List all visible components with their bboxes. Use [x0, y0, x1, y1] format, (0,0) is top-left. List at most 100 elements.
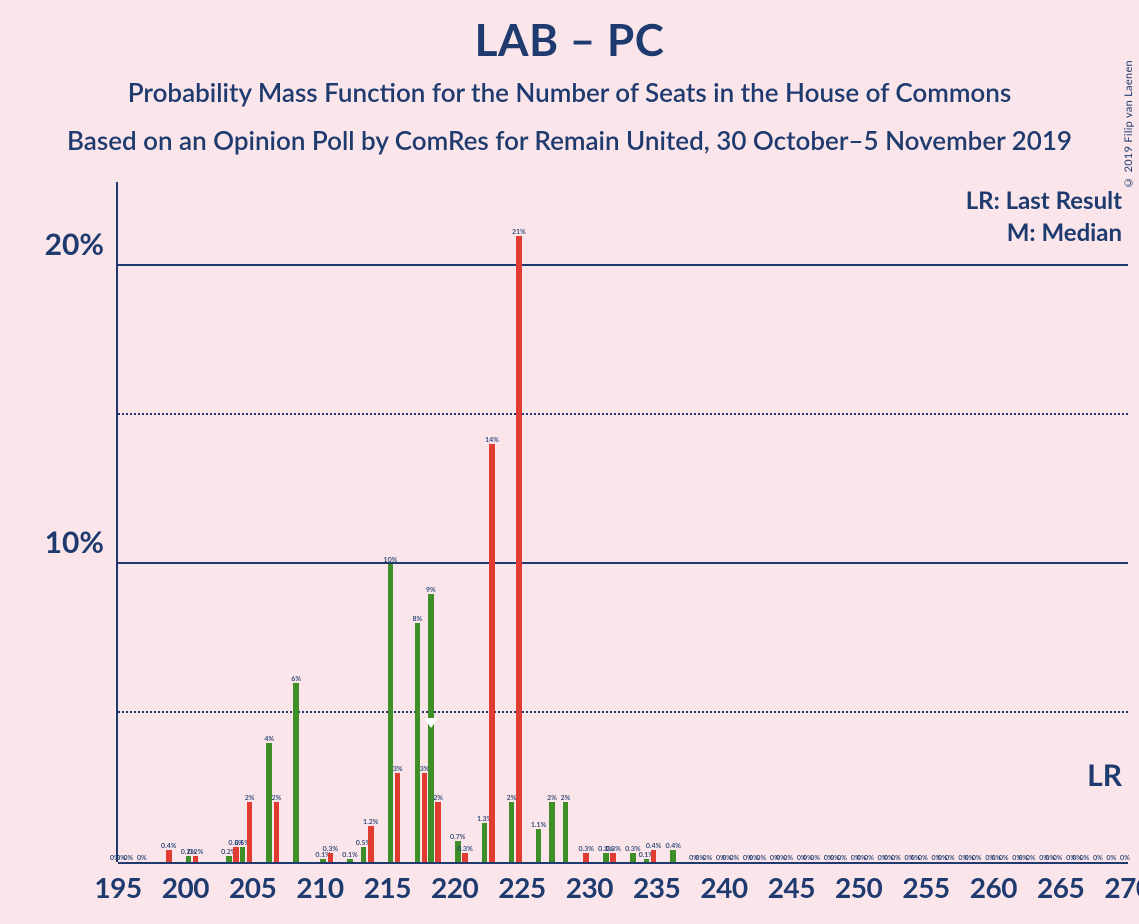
bar-label: 0% — [703, 854, 713, 862]
bar-label: 4% — [264, 735, 274, 743]
bar-label: 2% — [272, 794, 282, 802]
bar-label: 0.3% — [578, 845, 593, 853]
x-tick-label: 215 — [364, 870, 411, 904]
bar-label: 0.1% — [342, 851, 357, 859]
x-tick-label: 210 — [296, 870, 343, 904]
x-tick-label: 200 — [162, 870, 209, 904]
bar-label: 8% — [412, 615, 422, 623]
bar-label: 0% — [945, 854, 955, 862]
gridline — [118, 562, 1128, 564]
bar-red: 3% — [422, 773, 428, 862]
bar-label: 0.3% — [457, 845, 472, 853]
bar-label: 9% — [426, 586, 436, 594]
bar-label: 2% — [433, 794, 443, 802]
copyright-text: © 2019 Filip van Laenen — [1122, 60, 1135, 189]
bar-label: 2% — [561, 794, 571, 802]
bar-red: 14% — [489, 444, 495, 862]
bar-red: 21% — [516, 236, 522, 862]
bar-label: 1.2% — [363, 818, 378, 826]
bar-label: 1.1% — [531, 821, 546, 829]
bar-red: 0.3% — [462, 853, 468, 862]
bar-green: 0.3% — [603, 853, 609, 862]
bar-green: 2% — [549, 802, 555, 862]
bar-label: 0% — [1093, 854, 1103, 862]
bar-label: 0.4% — [665, 842, 680, 850]
gridline — [118, 711, 1128, 713]
bar-label: 6% — [291, 675, 301, 683]
bar-label: 0.7% — [450, 833, 465, 841]
bar-label: 0% — [1107, 854, 1117, 862]
bar-red: 0.4% — [651, 850, 657, 862]
bar-label: 0% — [1120, 854, 1130, 862]
bar-red: 0.3% — [583, 853, 589, 862]
x-tick-label: 250 — [835, 870, 882, 904]
bar-red: 1.2% — [368, 826, 374, 862]
bar-green: 0.2% — [186, 856, 192, 862]
x-tick-label: 220 — [431, 870, 478, 904]
bar-label: 0% — [918, 854, 928, 862]
bar-green: 0.2% — [226, 856, 232, 862]
bar-label: 0.3% — [323, 845, 338, 853]
bar-red: 0.3% — [610, 853, 616, 862]
bar-green: 0.3% — [630, 853, 636, 862]
bar-label: 2% — [507, 794, 517, 802]
bar-label: 0.3% — [605, 845, 620, 853]
gridline — [118, 413, 1128, 415]
bar-green: 9% — [428, 594, 434, 862]
legend-lr: LR: Last Result — [966, 186, 1122, 215]
median-marker-icon — [424, 718, 438, 728]
x-tick-label: 255 — [902, 870, 949, 904]
x-tick-label: 195 — [94, 870, 141, 904]
bar-green: 2% — [563, 802, 569, 862]
y-tick-label: 20% — [45, 226, 104, 262]
bar-label: 0% — [1080, 854, 1090, 862]
bar-label: 0% — [137, 854, 147, 862]
x-tick-label: 265 — [1037, 870, 1084, 904]
bar-red: 0.5% — [233, 847, 239, 862]
bar-label: 0% — [123, 854, 133, 862]
bar-red: 2% — [435, 802, 441, 862]
bar-label: 0% — [756, 854, 766, 862]
bar-label: 0% — [891, 854, 901, 862]
bar-green: 1.1% — [536, 829, 542, 862]
chart-subtitle: Probability Mass Function for the Number… — [0, 76, 1139, 108]
bar-label: 0% — [1053, 854, 1063, 862]
bar-label: 21% — [512, 228, 526, 236]
x-axis-line — [118, 862, 1128, 864]
chart-plot-area: LR: Last Result M: Median 10%20%19520020… — [118, 182, 1128, 862]
bar-label: 0.2% — [188, 848, 203, 856]
y-axis-line — [116, 182, 118, 862]
bar-label: 0% — [864, 854, 874, 862]
chart-title: LAB – PC — [0, 14, 1139, 66]
x-tick-label: 205 — [229, 870, 276, 904]
bar-label: 2% — [245, 794, 255, 802]
bar-green: 10% — [388, 564, 394, 862]
x-tick-label: 230 — [566, 870, 613, 904]
bar-green: 0.1% — [320, 859, 326, 862]
gridline — [118, 264, 1128, 266]
bar-green: 0.1% — [347, 859, 353, 862]
y-tick-label: 10% — [45, 524, 104, 560]
lr-label: LR — [1087, 757, 1122, 793]
bar-label: 0% — [999, 854, 1009, 862]
bar-green: 0.5% — [240, 847, 246, 862]
bar-red: 0.4% — [166, 850, 172, 862]
bar-label: 2% — [547, 794, 557, 802]
bar-red: 0.3% — [328, 853, 334, 862]
bar-green: 1.3% — [482, 823, 488, 862]
bar-label: 0.4% — [646, 842, 661, 850]
bar-red: 3% — [395, 773, 401, 862]
x-tick-label: 270 — [1104, 870, 1139, 904]
bar-label: 0% — [729, 854, 739, 862]
bar-green: 8% — [415, 623, 421, 862]
bar-label: 0% — [837, 854, 847, 862]
bar-label: 0% — [783, 854, 793, 862]
x-tick-label: 240 — [700, 870, 747, 904]
bar-green: 6% — [293, 683, 299, 862]
legend-m: M: Median — [1007, 218, 1122, 247]
bar-label: 0% — [1026, 854, 1036, 862]
bar-label: 0.4% — [161, 842, 176, 850]
bar-label: 3% — [393, 765, 403, 773]
bar-green: 2% — [509, 802, 515, 862]
x-tick-label: 245 — [768, 870, 815, 904]
